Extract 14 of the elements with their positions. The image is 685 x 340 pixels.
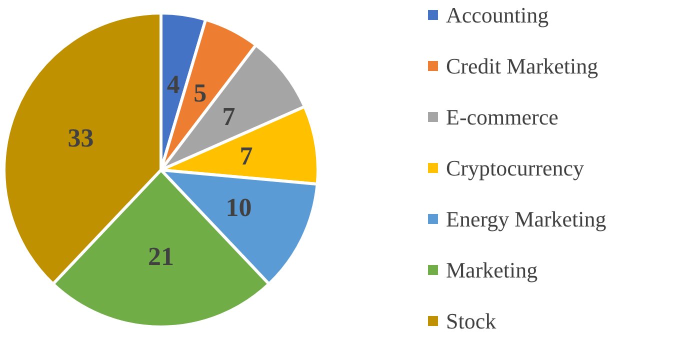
legend-label: Cryptocurrency (446, 156, 584, 180)
legend-label: Credit Marketing (446, 54, 598, 78)
data-label: 5 (194, 78, 207, 108)
data-label: 33 (68, 124, 94, 153)
legend-label: Energy Marketing (446, 206, 606, 232)
data-label: 7 (222, 102, 236, 132)
legend-label: E-commerce (446, 104, 558, 130)
legend-label: Accounting (446, 2, 549, 28)
data-label: 10 (226, 193, 252, 222)
data-label: 7 (240, 142, 253, 171)
data-label: 21 (148, 242, 174, 271)
data-label: 4 (166, 70, 180, 100)
legend-label: Stock (446, 308, 496, 334)
legend-label: Marketing (446, 258, 538, 282)
